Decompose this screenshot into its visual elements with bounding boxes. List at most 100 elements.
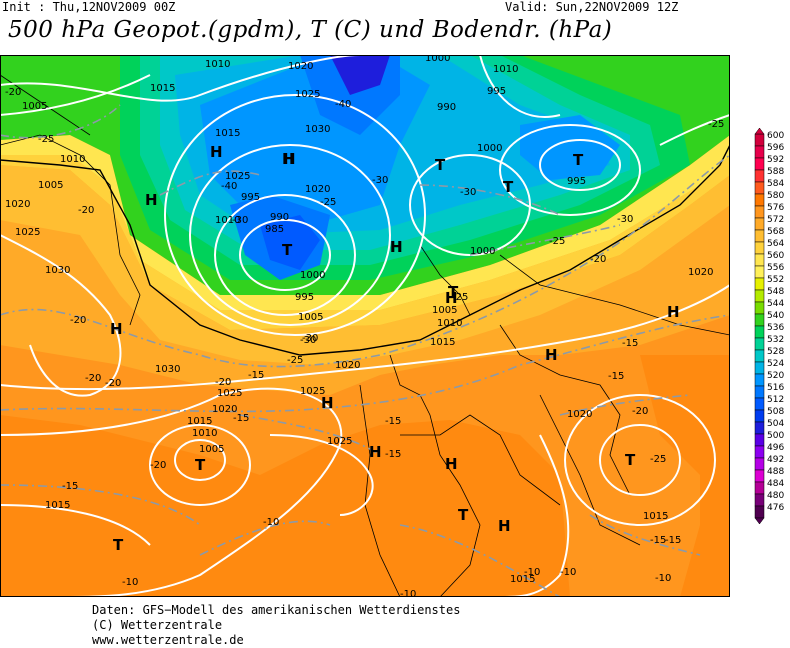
low-marker: T [435, 156, 446, 174]
colorbar-label: 476 [767, 503, 784, 513]
high-marker: H [445, 455, 458, 473]
field-504 [260, 215, 320, 270]
temp-label: -20 [78, 205, 94, 216]
colorbar-swatch [754, 397, 765, 411]
colorbar-swatch [754, 325, 765, 339]
colorbar-swatch [754, 445, 765, 459]
pressure-label-group: 1010 1020 1000 1010 1005 1015 1025 995 1… [5, 55, 713, 585]
temp-label: -15 [62, 481, 78, 492]
colorbar-label: 544 [767, 299, 784, 309]
colorbar-label: 536 [767, 323, 784, 333]
pressure-label: 1030 [305, 124, 330, 135]
temp-label: -20 [105, 378, 121, 389]
pressure-label: 1020 [288, 61, 313, 72]
pressure-label: 1015 [215, 128, 240, 139]
low-marker: T [458, 506, 469, 524]
pressure-label: 1015 [643, 511, 668, 522]
temp-label: -10 [655, 573, 671, 584]
colorbar-swatch [754, 205, 765, 219]
high-marker: H [145, 191, 158, 209]
colorbar-swatch [754, 313, 765, 327]
temp-label: -30 [460, 187, 476, 198]
low-marker: T [282, 241, 293, 259]
colorbar-swatch [754, 409, 765, 423]
high-marker: H [210, 143, 223, 161]
temp-label: -40 [335, 99, 351, 110]
colorbar-swatch [754, 421, 765, 435]
footer-url: www.wetterzentrale.de [92, 633, 244, 647]
colorbar-label: 520 [767, 371, 784, 381]
valid-time: Valid: Sun,22NOV2009 12Z [505, 0, 679, 14]
pressure-label: 1005 [199, 444, 224, 455]
pressure-label: 1020 [688, 267, 713, 278]
pressure-label: 1025 [15, 227, 40, 238]
colorbar-swatch [754, 133, 765, 147]
colorbar-legend: 600 596 592 588 584 580 576 572 568 564 560 556 552 5… [754, 128, 784, 524]
pressure-label: 1015 [430, 337, 455, 348]
temp-label: -10 [400, 589, 416, 597]
colorbar-swatch [754, 433, 765, 447]
pressure-label: 1020 [567, 409, 592, 420]
pressure-label: 990 [270, 212, 289, 223]
high-marker: H [321, 394, 334, 412]
colorbar-swatch [754, 301, 765, 315]
temp-label: -15 [385, 416, 401, 427]
pressure-label: 1000 [425, 55, 450, 64]
low-marker: T [625, 451, 636, 469]
high-pressure-markers: H H H H H H H H H H H H H H [110, 143, 680, 535]
high-marker: H [390, 238, 403, 256]
colorbar-swatch [754, 229, 765, 243]
pressure-label: 1010 [205, 59, 230, 70]
pressure-label: 1020 [335, 360, 360, 371]
colorbar-label: 564 [767, 239, 784, 249]
temp-label: -30 [300, 335, 316, 346]
temp-label: -10 [524, 567, 540, 578]
pressure-label: 1025 [327, 436, 352, 447]
high-marker: H [369, 443, 382, 461]
temp-label: -30 [232, 215, 248, 226]
temp-label: -25 [320, 197, 336, 208]
colorbar-label: 492 [767, 455, 784, 465]
pressure-label: 1010 [215, 215, 240, 226]
temp-label: -25 [452, 292, 468, 303]
colorbar-swatch [754, 289, 765, 303]
temp-label: -40 [221, 181, 237, 192]
pressure-label: 1015 [187, 416, 212, 427]
colorbar-swatch [754, 181, 765, 195]
pressure-label: 1005 [298, 312, 323, 323]
pressure-label: 1010 [60, 154, 85, 165]
colorbar-swatch [754, 469, 765, 483]
high-marker: H [390, 238, 403, 256]
colorbar-label: 508 [767, 407, 784, 417]
pressure-label: 985 [265, 224, 284, 235]
colorbar-swatch [754, 361, 765, 375]
init-time: Init : Thu,12NOV2009 00Z [2, 0, 176, 14]
colorbar-swatch [754, 337, 765, 351]
colorbar-swatch [754, 349, 765, 363]
temp-label: -30 [302, 333, 318, 344]
high-marker: H [282, 150, 295, 168]
colorbar-label: 596 [767, 143, 784, 153]
colorbar-swatch [754, 253, 765, 267]
pressure-label: 1005 [432, 305, 457, 316]
field-560 [0, 135, 730, 310]
colorbar-swatch [754, 457, 765, 471]
colorbar-swatch [754, 145, 765, 159]
temp-label: -20 [632, 406, 648, 417]
temp-label: -20 [150, 460, 166, 471]
pressure-label: 1020 [5, 199, 30, 210]
low-marker: T [195, 456, 206, 474]
temp-label: -20 [590, 254, 606, 265]
isotherms [0, 104, 730, 597]
map-title: 500 hPa Geopot.(gpdm), T (C) und Bodendr… [8, 17, 613, 43]
low-marker: T [113, 536, 124, 554]
temp-label: -15 [665, 535, 681, 546]
colorbar-swatch [754, 157, 765, 171]
field-516b [520, 115, 620, 180]
low-marker: T [503, 178, 514, 196]
pressure-label: 1010 [493, 64, 518, 75]
high-marker: H [445, 289, 458, 307]
colorbar-arrow-top [754, 128, 765, 135]
colorbar-label: 588 [767, 167, 784, 177]
pressure-label: 1010 [192, 428, 217, 439]
